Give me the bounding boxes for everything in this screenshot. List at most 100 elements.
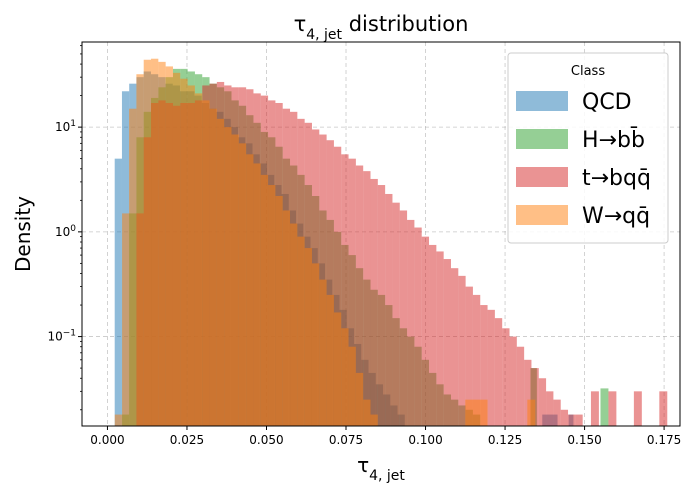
histogram-bar [524,359,532,426]
histogram-bar [180,78,188,426]
histogram-bar [509,336,517,426]
legend-swatch [516,167,568,187]
histogram-bar [608,391,617,426]
histogram-bar [275,195,283,426]
histogram-bar [472,294,481,426]
histogram-bar [333,312,342,426]
legend-items: QCD H→bb̄ t→bqq̄ W→qq̄ [516,90,651,229]
x-axis-label: τ4, jet [357,453,405,484]
histogram-bar [304,248,312,426]
histogram-bar [333,146,342,426]
histogram-bar [370,178,378,426]
histogram-bar [224,127,232,427]
histogram-bar [421,236,430,426]
x-tick-label: 0.175 [647,433,681,447]
histogram-bar [290,223,298,426]
histogram-bar [129,108,137,426]
legend-swatch [516,91,568,111]
legend-label: W→qq̄ [582,204,650,229]
histogram-bar [363,171,371,426]
histogram-bar [414,227,422,426]
y-tick-label: 10−1 [47,329,76,344]
histogram-bar [443,259,451,426]
histogram-bar [590,391,599,426]
histogram-bar [436,251,444,426]
histogram-bar [502,328,510,426]
legend-label: t→bqq̄ [582,166,651,191]
histogram-bar [531,368,539,426]
histogram-bar [553,399,561,426]
y-tick-label: 100 [55,224,76,239]
histogram-bar [575,414,583,426]
histogram-bar [209,108,217,426]
chart-title: τ4, jet distribution [294,12,469,43]
histogram-bar [348,346,356,426]
histogram-bar [114,414,123,426]
legend-title: Class [571,64,605,79]
histogram-bar [172,72,181,426]
histogram-bar [165,66,173,427]
histogram-bar [546,391,554,426]
legend-label: H→bb̄ [582,127,645,153]
histogram-bar [659,391,668,426]
x-tick-label: 0.050 [249,433,283,447]
histogram-bar [568,414,576,426]
axes-frame [81,41,681,427]
histogram-bar [114,158,122,426]
histogram-bar [341,154,349,427]
histogram-bar [377,185,386,426]
histogram-bar [538,378,547,426]
histogram-bar [348,158,356,426]
histogram-bar [297,236,305,426]
histogram-bar [341,328,349,426]
y-tick-label: 101 [55,119,76,134]
y-axis-label: Density [11,196,35,272]
histogram-bar [458,275,466,426]
histogram-bar [465,286,473,426]
histogram-bar [429,244,437,426]
histogram-bar [560,409,569,426]
histogram-bar [494,318,503,426]
x-tick-label: 0.100 [408,433,442,447]
histogram-bar [600,388,609,426]
histogram-bar [385,193,393,426]
x-tick-label: 0.000 [90,433,124,447]
legend: Class QCD H→bb̄ t→bqq̄ W→qq̄ [507,52,669,244]
histogram-bar [633,391,642,426]
histogram-bar [516,346,525,426]
histogram-bar [311,263,320,426]
legend-swatch [516,205,568,225]
histogram-bar [450,268,459,426]
histogram-bar [355,165,364,426]
x-tick-label: 0.125 [488,433,522,447]
histogram-bar [370,414,378,426]
histogram-bar [187,85,195,427]
histogram-bar [319,279,327,426]
histogram-bar [151,58,159,427]
histogram-bar [326,140,334,426]
bars-layer [114,58,668,427]
histogram-bar [253,163,261,427]
histogram-bar [487,309,495,426]
histogram-bar [260,174,269,426]
series-3 [114,58,536,427]
legend-swatch [516,129,568,149]
histogram-bar [465,399,488,426]
histogram-bar [194,93,203,426]
histogram-bar [326,294,334,426]
x-tick-label: 0.075 [329,433,363,447]
histogram-bar [238,143,247,426]
legend-label: QCD [582,90,632,115]
histogram-bar [355,372,364,426]
histogram-bar [246,154,254,427]
histogram-bar [527,399,536,426]
histogram-bar [480,305,488,426]
histogram-bar [392,202,400,426]
x-tick-label: 0.025 [170,433,204,447]
histogram-bar [216,118,225,426]
histogram-bar [122,213,130,426]
histogram-bar [231,134,239,427]
histogram-bar [399,210,408,426]
histogram-bar [282,210,291,426]
histogram-bar [136,74,144,427]
